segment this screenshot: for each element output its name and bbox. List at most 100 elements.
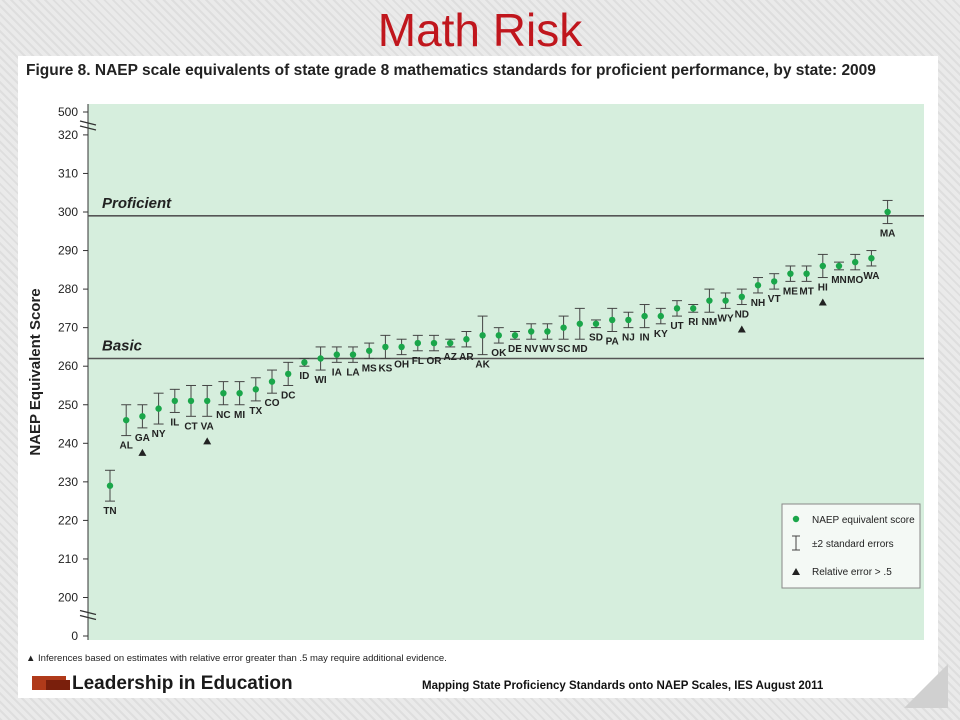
state-label: MO: [847, 275, 863, 286]
y-tick-label: 500: [58, 105, 78, 119]
data-point: [673, 305, 681, 312]
state-label: MD: [572, 344, 588, 355]
state-label: AL: [120, 441, 133, 452]
state-label: WA: [863, 271, 879, 282]
state-label: VA: [201, 421, 214, 432]
data-point: [123, 416, 130, 424]
data-point: [301, 359, 308, 366]
state-label: ME: [783, 286, 798, 297]
state-label: TN: [103, 506, 116, 517]
data-point: [463, 336, 470, 343]
relative-error-marker: [138, 448, 147, 456]
data-point: [641, 312, 648, 320]
y-tick-label: 240: [58, 436, 78, 450]
figure-caption: Figure 8. NAEP scale equivalents of stat…: [26, 62, 876, 79]
data-point: [544, 328, 551, 335]
y-tick-label: 260: [58, 359, 78, 373]
data-point: [738, 293, 745, 301]
state-label: SD: [589, 333, 603, 344]
data-point: [706, 297, 713, 304]
relative-error-marker: [737, 325, 746, 333]
state-label: PA: [606, 337, 619, 348]
state-label: MA: [880, 229, 896, 240]
state-label: NV: [524, 344, 538, 355]
state-label: ND: [735, 310, 749, 321]
data-point: [447, 339, 454, 347]
axis-break-mark: [79, 609, 97, 616]
state-label: WY: [718, 313, 734, 324]
legend-label: NAEP equivalent score: [812, 515, 915, 526]
state-label: RI: [688, 317, 698, 328]
data-point: [236, 389, 243, 397]
y-axis-title: NAEP Equivalent Score: [27, 288, 44, 455]
data-point: [819, 262, 826, 270]
axis-break-mark: [79, 125, 97, 131]
data-point: [528, 328, 535, 335]
y-tick-label: 290: [58, 244, 78, 258]
reference-line-label: Basic: [102, 337, 143, 354]
data-point: [268, 378, 276, 385]
data-point: [835, 262, 843, 270]
state-label: MS: [362, 363, 377, 374]
data-point: [317, 355, 324, 362]
state-label: AR: [459, 352, 474, 363]
legend-triangle-symbol: [792, 568, 800, 575]
data-point: [560, 324, 567, 331]
state-label: NC: [216, 410, 230, 421]
state-label: MT: [799, 286, 813, 297]
state-label: NM: [702, 317, 718, 328]
data-point: [204, 397, 211, 405]
data-point: [139, 413, 146, 420]
y-tick-label: 210: [58, 552, 78, 566]
data-point: [495, 332, 502, 339]
state-label: NY: [152, 429, 166, 440]
state-label: OK: [491, 348, 507, 359]
state-label: DC: [281, 390, 295, 401]
y-tick-label: 320: [58, 128, 78, 142]
data-point: [868, 255, 875, 262]
data-point: [787, 270, 794, 277]
relative-error-marker: [818, 298, 827, 306]
data-point: [414, 339, 421, 347]
data-point: [187, 397, 195, 405]
data-point: [333, 351, 340, 358]
state-label: FL: [412, 356, 424, 367]
state-label: IN: [640, 333, 650, 344]
legend-point-symbol: [792, 515, 800, 523]
state-label: IL: [170, 417, 179, 428]
state-label: OH: [394, 360, 409, 371]
data-point: [625, 316, 632, 324]
y-tick-label: 0: [71, 629, 78, 643]
data-point: [852, 258, 859, 266]
axis-break-mark: [79, 614, 97, 621]
data-point: [511, 332, 519, 339]
chart-footnote: ▲ Inferences based on estimates with rel…: [26, 653, 447, 664]
footer-organization: Leadership in Education: [72, 673, 293, 694]
legend-label: ±2 standard errors: [812, 539, 894, 550]
state-label: ID: [299, 371, 309, 382]
data-point: [382, 343, 389, 351]
axis-break-mark: [79, 120, 97, 126]
y-tick-label: 230: [58, 475, 78, 489]
footer-logo-accent: [46, 680, 70, 690]
y-tick-label: 310: [58, 166, 78, 180]
page-curl-corner: [904, 664, 948, 708]
state-label: MN: [831, 275, 847, 286]
state-label: AZ: [444, 352, 457, 363]
footer-bar: [18, 672, 938, 698]
data-point: [576, 320, 583, 327]
y-tick-label: 220: [58, 513, 78, 527]
data-point: [479, 332, 486, 339]
state-label: HI: [818, 283, 828, 294]
y-tick-label: 280: [58, 282, 78, 296]
state-label: AK: [475, 360, 490, 371]
data-point: [220, 389, 227, 397]
data-point: [884, 208, 891, 216]
data-point: [106, 482, 114, 489]
data-point: [771, 278, 778, 285]
data-point: [398, 343, 405, 351]
state-label: UT: [670, 321, 683, 332]
data-point: [657, 312, 664, 320]
reference-line-label: Proficient: [102, 195, 172, 212]
